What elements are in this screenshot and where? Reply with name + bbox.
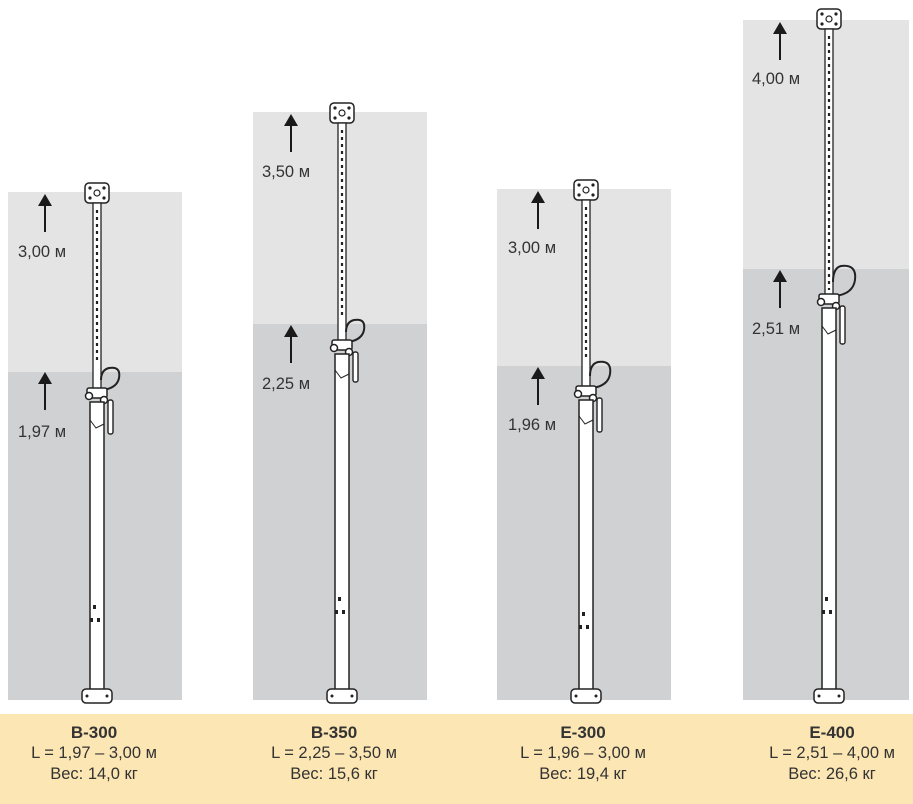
length-range: L = 2,25 – 3,50 м [271,744,397,762]
model-name: B-300 [70,723,118,742]
weight: Вес: 15,6 кг [290,765,378,783]
weight: Вес: 19,4 кг [539,765,627,783]
shore-prop-illustration [570,179,612,704]
model-name: B-350 [310,723,358,742]
min-length-label: 2,25 м [262,375,311,393]
spec-e-300: E-300 L = 1,96 – 3,00 м Вес: 19,4 кг [483,722,683,785]
shore-prop-illustration [813,8,857,704]
shore-prop-illustration [81,182,121,704]
up-arrow-icon [284,114,298,152]
model-name: E-300 [560,723,606,742]
up-arrow-icon [531,367,545,405]
spec-b-350: B-350 L = 2,25 – 3,50 м Вес: 15,6 кг [234,722,434,785]
max-length-label: 4,00 м [752,70,801,88]
length-range: L = 2,51 – 4,00 м [769,744,895,762]
prop-b-300: 3,00 м 1,97 м [0,0,200,804]
model-name: E-400 [809,723,855,742]
up-arrow-icon [38,372,52,410]
max-length-label: 3,00 м [18,243,67,261]
up-arrow-icon [284,325,298,363]
min-length-label: 2,51 м [752,320,801,338]
spec-b-300: B-300 L = 1,97 – 3,00 м Вес: 14,0 кг [0,722,194,785]
up-arrow-icon [773,270,787,308]
spec-e-400: E-400 L = 2,51 – 4,00 м Вес: 26,6 кг [732,722,913,785]
max-length-label: 3,00 м [508,239,557,257]
weight: Вес: 14,0 кг [50,765,138,783]
up-arrow-icon [773,22,787,60]
prop-e-300: 3,00 м 1,96 м [489,0,689,804]
up-arrow-icon [531,191,545,229]
length-range: L = 1,97 – 3,00 м [31,744,157,762]
min-length-label: 1,96 м [508,416,557,434]
spec-band [0,714,913,804]
up-arrow-icon [38,194,52,232]
min-length-label: 1,97 м [18,423,67,441]
weight: Вес: 26,6 кг [788,765,876,783]
shore-prop-illustration [326,102,366,704]
max-length-label: 3,50 м [262,163,311,181]
length-range: L = 1,96 – 3,00 м [520,744,646,762]
prop-e-400: 4,00 м 2,51 м [735,0,913,804]
prop-b-350: 3,50 м 2,25 м [245,0,445,804]
